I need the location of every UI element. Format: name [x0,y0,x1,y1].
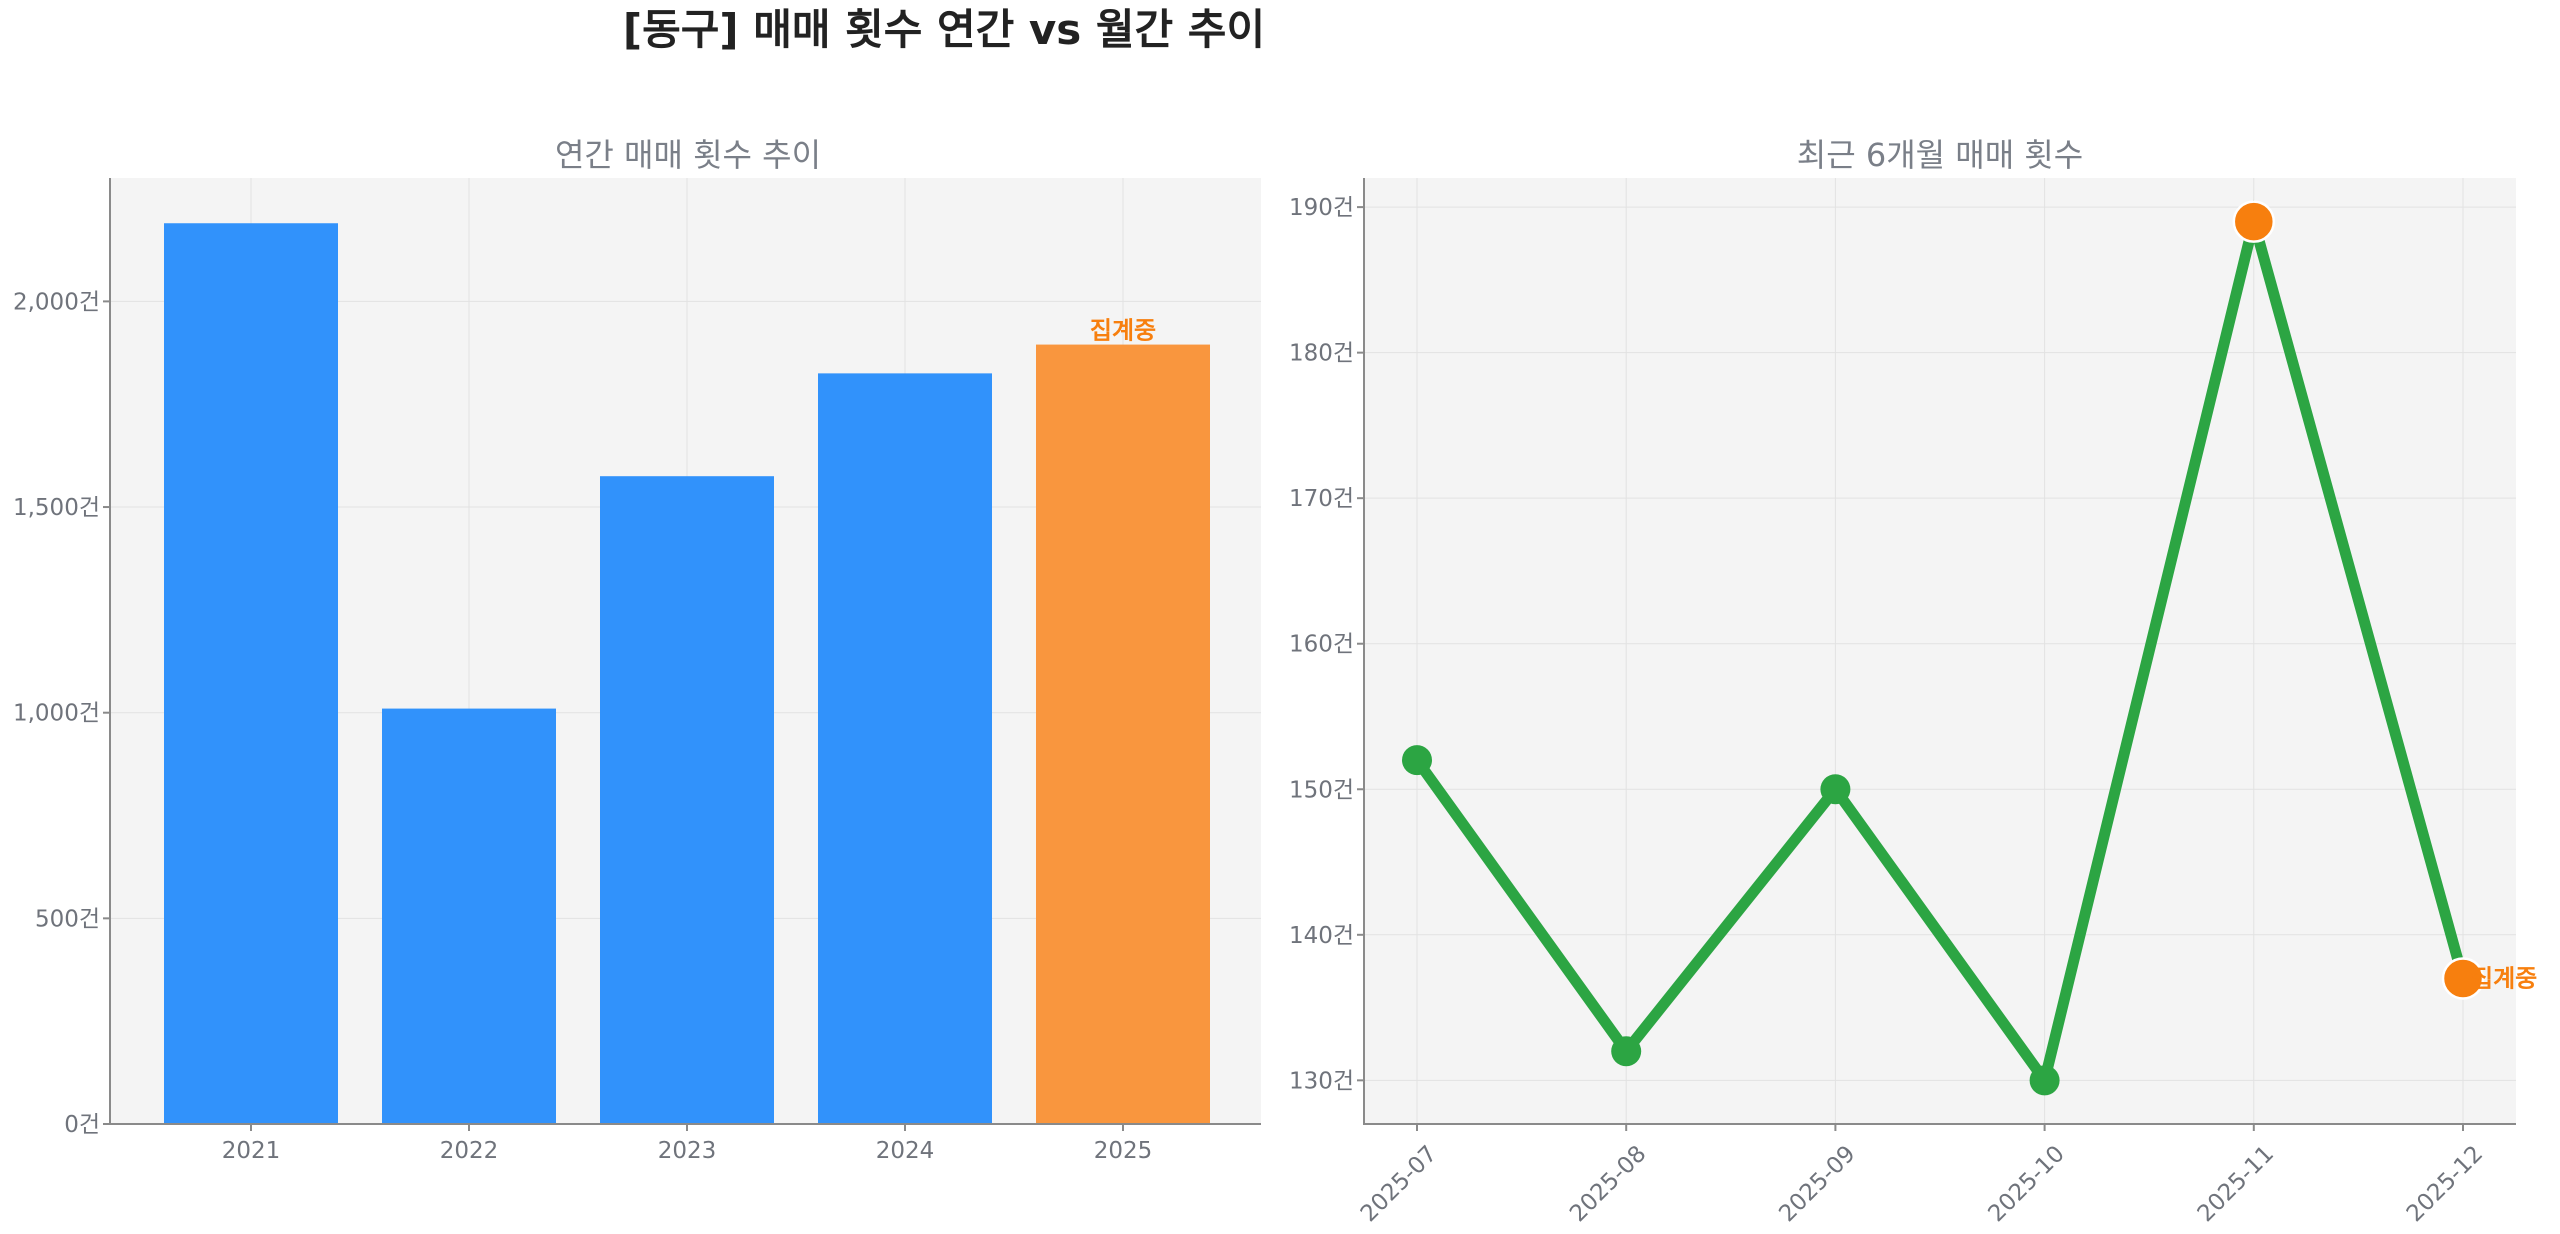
monthly-chart-title: 최근 6개월 매매 횟수 [1797,136,2083,174]
monthly-line [1411,199,2469,1094]
annual-x-tick-label: 2024 [876,1138,935,1164]
annual-x-tick-label: 2023 [658,1138,717,1164]
monthly-point [1611,1036,1642,1067]
monthly-y-tick-label: 180건 [1289,341,1354,367]
monthly-point [1820,774,1851,805]
annual-bar [1036,344,1210,1124]
annual-bar [382,708,556,1124]
figure-title: [동구] 매매 횟수 연간 vs 월간 추이 [623,5,1265,54]
monthly-y-tick-label: 170건 [1289,486,1354,512]
annual-x-tick-label: 2021 [222,1138,281,1164]
annual-bar [600,476,774,1124]
annual-chart: 연간 매매 횟수 추이 집계중 0건 500건 1,000건 1,500건 2,000건… [13,136,1261,1164]
monthly-grid [1364,178,2516,1124]
monthly-x-tick-label: 2025-12 [2402,1141,2488,1227]
monthly-highlight-point [2441,957,2485,1000]
monthly-chart: 최근 6개월 매매 횟수 집계중 130건 140건 150건 160건 170건 180… [1289,136,2537,1227]
monthly-point [2029,1065,2060,1096]
annual-x-tick-label: 2025 [1094,1138,1153,1164]
monthly-annotation: 집계중 [2471,964,2537,992]
monthly-y-tick-label: 160건 [1289,632,1354,658]
monthly-point [1402,745,1432,776]
annual-y-tick-label: 1,500건 [13,495,100,521]
monthly-y-tick-label: 150건 [1289,777,1354,803]
monthly-x-tick-labels: 2025-07 2025-08 2025-09 2025-10 2025-11 2025-… [1356,1124,2488,1227]
monthly-y-tick-label: 140건 [1289,923,1354,949]
monthly-axes [1363,178,2516,1125]
annual-x-tick-labels: 2021 2022 2023 2024 2025 [222,1124,1153,1164]
monthly-highlight-point [2232,200,2276,243]
monthly-x-tick-label: 2025-07 [1356,1141,1442,1227]
annual-annotation: 집계중 [1090,317,1156,345]
monthly-y-tick-labels: 130건 140건 150건 160건 170건 180건 190건 [1289,195,1364,1094]
monthly-y-tick-label: 130건 [1289,1068,1354,1094]
annual-y-tick-label: 1,000건 [13,701,100,727]
monthly-series: 집계중 [1402,199,2537,1096]
annual-y-tick-labels: 0건 500건 1,000건 1,500건 2,000건 [13,289,110,1138]
monthly-plot-area [1364,178,2516,1124]
annual-chart-title: 연간 매매 횟수 추이 [555,136,821,174]
annual-bars: 집계중 [164,223,1210,1125]
monthly-x-tick-label: 2025-11 [2193,1141,2279,1227]
monthly-x-tick-label: 2025-10 [1984,1141,2070,1227]
annual-y-tick-label: 2,000건 [13,289,100,315]
annual-x-tick-label: 2022 [440,1138,499,1164]
annual-y-tick-label: 0건 [64,1112,100,1138]
annual-bar [164,223,338,1125]
monthly-x-tick-label: 2025-08 [1565,1141,1651,1227]
annual-y-tick-label: 500건 [35,906,100,932]
annual-bar [818,373,992,1124]
monthly-x-tick-label: 2025-09 [1774,1141,1860,1227]
monthly-y-tick-label: 190건 [1289,195,1354,221]
